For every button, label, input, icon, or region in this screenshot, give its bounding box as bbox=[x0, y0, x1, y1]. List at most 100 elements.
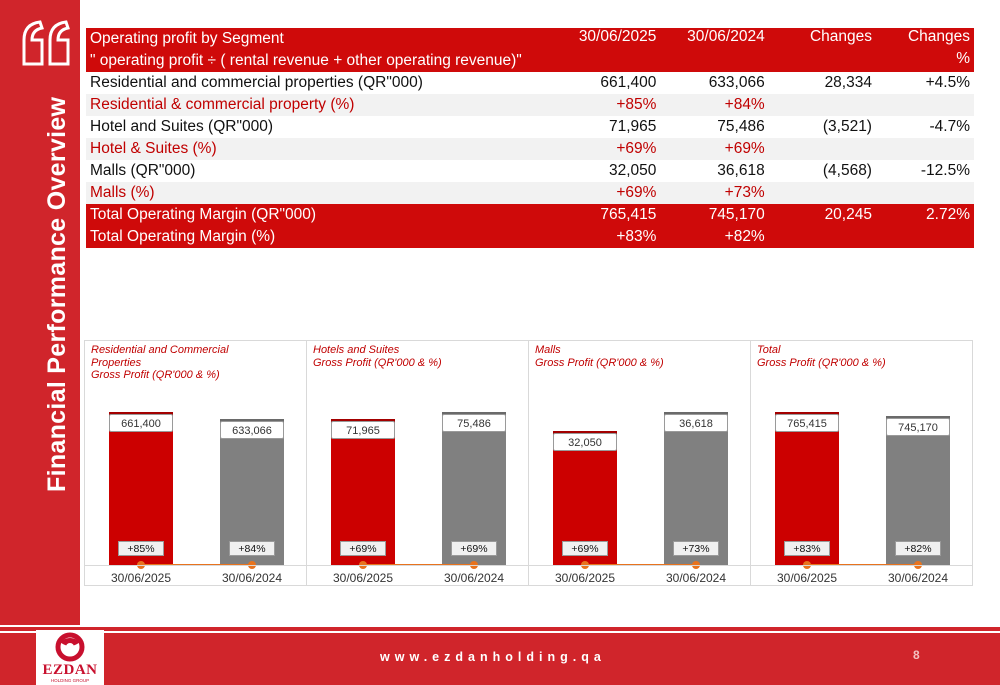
cell bbox=[768, 226, 876, 248]
chart-title-line: Gross Profit (QR'000 & %) bbox=[313, 356, 442, 369]
table-row-total: Total Operating Margin (QR"000) 765,415 … bbox=[86, 204, 974, 226]
x-tick-label: 30/06/2025 bbox=[554, 571, 616, 585]
page-title: Financial Performance Overview bbox=[43, 96, 71, 492]
table-header-col3: Changes bbox=[768, 28, 876, 50]
cell: 745,170 bbox=[660, 204, 769, 226]
cell: +82% bbox=[660, 226, 769, 248]
table-header-col2: 30/06/2024 bbox=[660, 28, 769, 50]
cell: 20,245 bbox=[768, 204, 876, 226]
percent-label: +69% bbox=[451, 541, 497, 556]
x-tick-label: 30/06/2024 bbox=[443, 571, 505, 585]
cell: 36,618 bbox=[717, 162, 765, 179]
data-label: 36,618 bbox=[664, 414, 728, 432]
cell bbox=[768, 138, 876, 160]
row-label: Total Operating Margin (%) bbox=[86, 226, 564, 248]
x-axis bbox=[529, 565, 750, 566]
table-row: Malls (QR"000) 32,050 36,618 (4,568) -12… bbox=[86, 160, 974, 182]
cell bbox=[768, 94, 876, 116]
row-label: Hotel and Suites (QR"000) bbox=[90, 118, 273, 135]
data-label: 765,415 bbox=[775, 414, 839, 432]
cell: +83% bbox=[563, 226, 661, 248]
gross-profit-charts: Residential and Commercial Properties Gro… bbox=[84, 340, 973, 586]
cell: 765,415 bbox=[563, 204, 661, 226]
row-label: Malls (%) bbox=[86, 182, 564, 204]
cell: +85% bbox=[563, 94, 661, 116]
table-row-total: Total Operating Margin (%) +83% +82% bbox=[86, 226, 974, 248]
chart-panel: Residential and Commercial Properties Gro… bbox=[85, 341, 307, 585]
x-axis bbox=[85, 565, 306, 566]
percent-label: +85% bbox=[118, 541, 164, 556]
x-tick-label: 30/06/2024 bbox=[665, 571, 727, 585]
page-number: 8 bbox=[913, 648, 920, 662]
cell: 28,334 bbox=[824, 74, 872, 91]
data-label: 745,170 bbox=[886, 418, 950, 436]
table-header-col4: Changes bbox=[875, 28, 974, 50]
chart-title: Hotels and Suites Gross Profit (QR'000 & … bbox=[313, 344, 442, 369]
cell: +73% bbox=[660, 182, 769, 204]
footer bbox=[0, 633, 1000, 685]
table-header-formula: " operating profit ÷ ( rental revenue + … bbox=[86, 50, 564, 72]
data-label: 71,965 bbox=[331, 421, 395, 439]
cell bbox=[875, 138, 974, 160]
cell: -4.7% bbox=[929, 118, 971, 135]
cell: (3,521) bbox=[822, 118, 872, 135]
logo-text: EZDAN bbox=[42, 662, 98, 678]
percent-label: +84% bbox=[229, 541, 275, 556]
cell: 661,400 bbox=[600, 74, 657, 91]
cell bbox=[875, 226, 974, 248]
chart-panel: Total Gross Profit (QR'000 & %) 765,415 +83… bbox=[751, 341, 972, 585]
cell: 32,050 bbox=[608, 162, 657, 179]
ezdan-logo-mark-icon bbox=[55, 632, 85, 662]
chart-title-line: Hotels and Suites bbox=[313, 344, 400, 356]
cell: +4.5% bbox=[925, 74, 970, 91]
table-row: Residential & commercial property (%) +8… bbox=[86, 94, 974, 116]
table-header-row: Operating profit by Segment 30/06/2025 3… bbox=[86, 28, 974, 50]
percent-label: +69% bbox=[340, 541, 386, 556]
cell: +69% bbox=[660, 138, 769, 160]
cell: 75,486 bbox=[717, 118, 765, 135]
percent-label: +73% bbox=[673, 541, 719, 556]
chart-title-line: Malls bbox=[535, 344, 561, 356]
chart-title-line: Gross Profit (QR'000 & %) bbox=[535, 356, 664, 369]
table-header-subrow: " operating profit ÷ ( rental revenue + … bbox=[86, 50, 974, 72]
x-tick-label: 30/06/2025 bbox=[776, 571, 838, 585]
table-row: Residential and commercial properties (Q… bbox=[86, 72, 974, 94]
row-label: Malls (QR"000) bbox=[90, 162, 196, 179]
chart-title-line: Total bbox=[757, 344, 781, 356]
cell: +69% bbox=[563, 182, 661, 204]
table-row: Hotel and Suites (QR"000) 71,965 75,486 … bbox=[86, 116, 974, 138]
percent-label: +69% bbox=[562, 541, 608, 556]
percent-label: +83% bbox=[784, 541, 830, 556]
operating-profit-table: Operating profit by Segment 30/06/2025 3… bbox=[86, 28, 974, 248]
website-link[interactable]: www.ezdanholding.qa bbox=[380, 650, 606, 664]
logo-subtext: HOLDING GROUP bbox=[50, 678, 90, 683]
table-header-col1: 30/06/2025 bbox=[563, 28, 661, 50]
cell bbox=[768, 182, 876, 204]
row-label: Total Operating Margin (QR"000) bbox=[86, 204, 564, 226]
bar bbox=[442, 412, 506, 565]
data-label: 32,050 bbox=[553, 433, 617, 451]
cell: (4,568) bbox=[822, 162, 872, 179]
chart-title: Malls Gross Profit (QR'000 & %) bbox=[535, 344, 664, 369]
cell: -12.5% bbox=[920, 162, 970, 179]
percent-label: +82% bbox=[895, 541, 941, 556]
cell: 2.72% bbox=[875, 204, 974, 226]
footer-divider bbox=[0, 627, 1000, 631]
chart-panel: Malls Gross Profit (QR'000 & %) 32,050 +69%… bbox=[529, 341, 751, 585]
x-tick-label: 30/06/2025 bbox=[110, 571, 172, 585]
cell: 633,066 bbox=[708, 74, 765, 91]
chart-title-line: Residential and Commercial Properties bbox=[91, 344, 229, 369]
sidebar: Financial Performance Overview bbox=[0, 0, 80, 625]
chart-title-line: Gross Profit (QR'000 & %) bbox=[757, 356, 886, 369]
cell bbox=[875, 182, 974, 204]
table-row: Malls (%) +69% +73% bbox=[86, 182, 974, 204]
x-axis bbox=[751, 565, 972, 566]
cell bbox=[875, 94, 974, 116]
x-axis bbox=[307, 565, 528, 566]
ezdan-logo-icon: EZDAN HOLDING GROUP bbox=[36, 630, 104, 685]
quote-mark-icon bbox=[22, 20, 70, 66]
bar bbox=[331, 419, 395, 565]
cell: +84% bbox=[660, 94, 769, 116]
chart-panel: Hotels and Suites Gross Profit (QR'000 & … bbox=[307, 341, 529, 585]
chart-title: Total Gross Profit (QR'000 & %) bbox=[757, 344, 886, 369]
